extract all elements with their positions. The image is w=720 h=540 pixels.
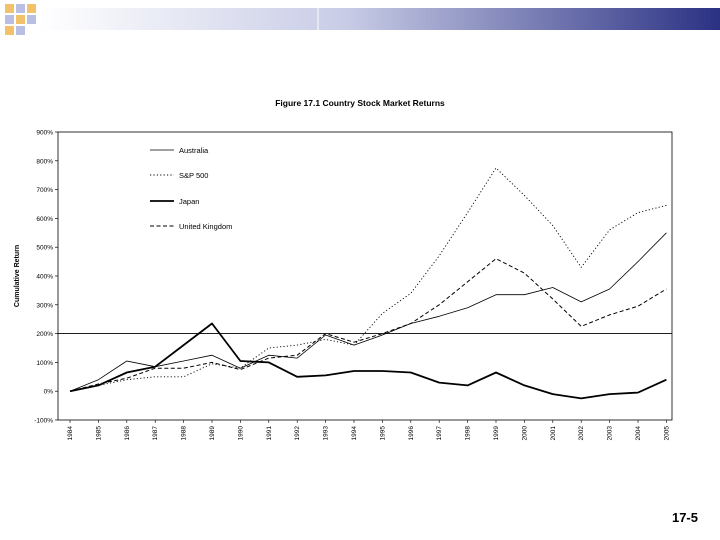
x-tick-label: 1988: [181, 426, 188, 441]
legend-label-s-p-500: S&P 500: [179, 171, 208, 180]
x-tick-label: 1985: [95, 426, 102, 441]
y-tick-label: 700%: [36, 187, 53, 194]
x-tick-label: 2005: [663, 426, 670, 441]
y-tick-label: -100%: [34, 418, 53, 425]
x-tick-label: 2001: [550, 426, 557, 441]
x-tick-label: 1991: [266, 426, 273, 441]
y-tick-label: 500%: [36, 245, 53, 252]
y-tick-label: 600%: [36, 216, 53, 223]
y-tick-label: 400%: [36, 274, 53, 281]
x-tick-label: 1995: [379, 426, 386, 441]
x-tick-label: 1996: [408, 426, 415, 441]
x-tick-label: 1993: [323, 426, 330, 441]
corner-squares-logo: [5, 4, 36, 35]
y-axis-label: Cumulative Return: [14, 245, 21, 307]
x-tick-label: 1989: [209, 426, 216, 441]
header-banner: [5, 4, 720, 35]
y-tick-label: 300%: [36, 302, 53, 309]
x-tick-label: 1994: [351, 426, 358, 441]
y-tick-label: 900%: [36, 130, 53, 137]
x-tick-label: 2002: [578, 426, 585, 441]
series-line-united-kingdom: [69, 258, 667, 392]
x-tick-label: 1990: [237, 426, 244, 441]
y-tick-label: 200%: [36, 331, 53, 338]
series-line-australia: [69, 232, 667, 392]
y-tick-label: 0%: [44, 389, 54, 396]
header-gradient-band: [40, 8, 720, 30]
x-tick-label: 1987: [152, 426, 159, 441]
x-tick-label: 2004: [635, 426, 642, 441]
x-tick-label: 2000: [521, 426, 528, 441]
slide-number: 17-5: [671, 510, 698, 525]
x-tick-label: 2003: [607, 426, 614, 441]
x-tick-label: 1992: [294, 426, 301, 441]
y-tick-label: 800%: [36, 158, 53, 165]
x-tick-label: 1998: [465, 426, 472, 441]
x-tick-label: 1997: [436, 426, 443, 441]
series-line-japan: [69, 322, 667, 400]
legend-label-japan: Japan: [179, 197, 199, 206]
chart-title: Figure 17.1 Country Stock Market Returns: [275, 98, 445, 108]
legend-label-united-kingdom: United Kingdom: [179, 222, 232, 231]
x-tick-label: 1999: [493, 426, 500, 441]
x-tick-label: 1984: [67, 426, 74, 441]
y-tick-label: 100%: [36, 360, 53, 367]
legend-label-australia: Australia: [179, 146, 209, 155]
x-tick-label: 1986: [124, 426, 131, 441]
